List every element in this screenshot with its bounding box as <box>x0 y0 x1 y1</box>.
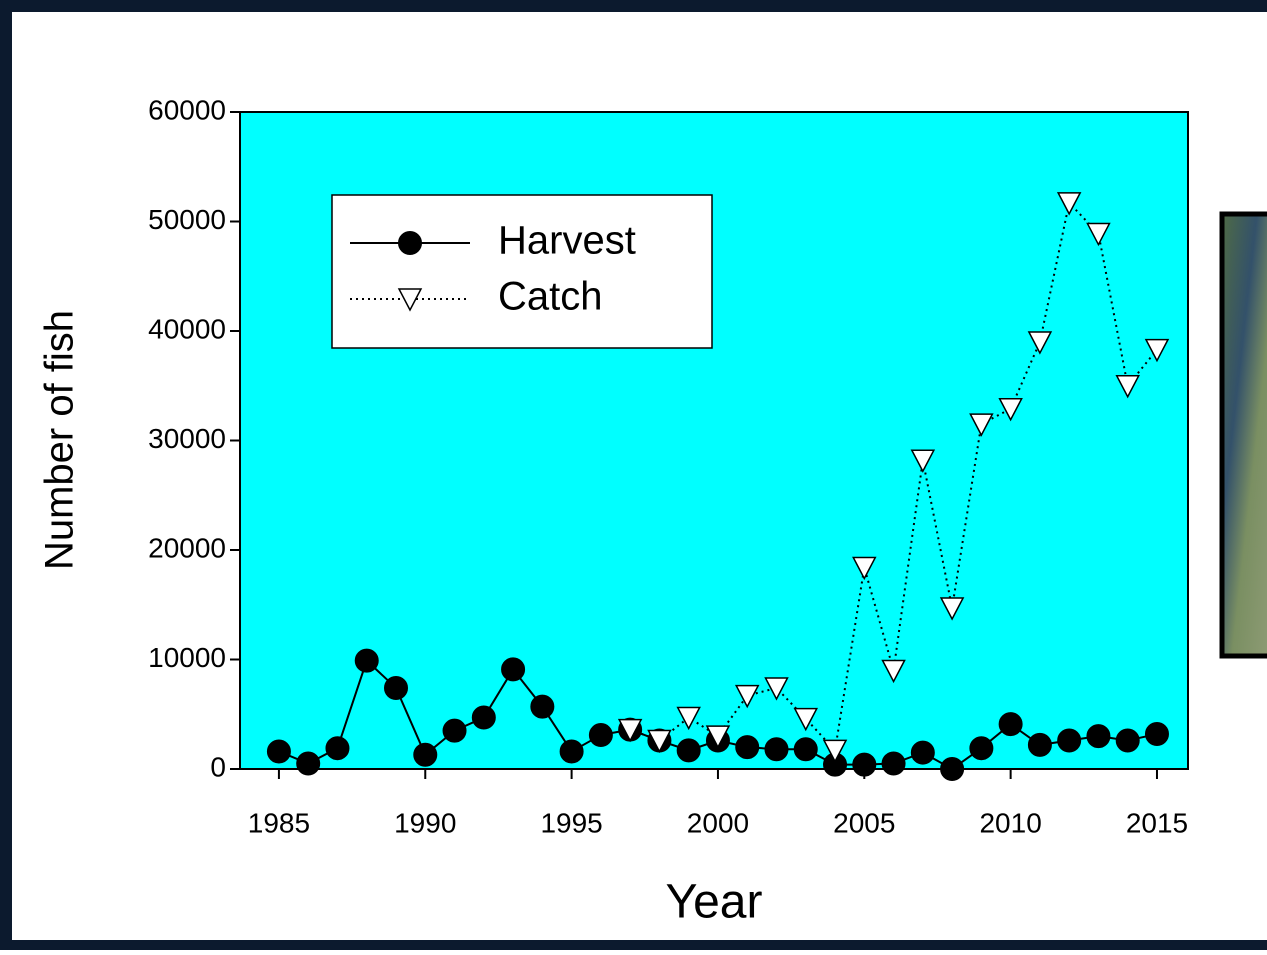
marker <box>559 739 584 764</box>
marker <box>764 677 789 701</box>
marker <box>969 736 994 761</box>
legend-marker <box>398 231 422 255</box>
marker <box>647 729 672 754</box>
marker <box>442 718 467 743</box>
marker <box>1144 721 1169 746</box>
marker <box>910 740 935 765</box>
photo <box>1219 211 1267 659</box>
marker <box>617 718 643 743</box>
marker <box>969 413 994 437</box>
marker <box>588 723 613 748</box>
plot-border <box>239 111 1189 770</box>
x-tick-label: 2015 <box>1126 807 1188 838</box>
marker <box>705 725 731 749</box>
marker <box>939 597 965 621</box>
marker <box>910 449 936 473</box>
marker <box>881 659 906 684</box>
legend-box <box>331 194 713 349</box>
marker <box>354 648 379 673</box>
legend-label: Harvest <box>498 219 636 263</box>
legend-label: Catch <box>498 275 603 319</box>
marker <box>1144 338 1170 363</box>
marker <box>676 706 701 731</box>
y-tick-label: 10000 <box>148 642 226 673</box>
marker <box>881 751 906 776</box>
x-tick-label: 2005 <box>833 807 895 838</box>
y-tick-label: 60000 <box>148 94 226 125</box>
marker <box>1086 222 1111 247</box>
marker <box>1027 331 1053 355</box>
marker <box>384 675 408 700</box>
marker <box>266 739 291 764</box>
x-tick-label: 2010 <box>979 807 1041 838</box>
marker <box>1057 728 1082 753</box>
marker <box>471 705 496 730</box>
y-tick-label: 50000 <box>148 204 226 235</box>
marker <box>413 742 438 767</box>
legend: Harvest Catch <box>331 194 713 349</box>
marker <box>1086 724 1111 749</box>
plot: 0 10000 20000 30000 40000 50000 60000 1985 1990 1… <box>148 94 1189 838</box>
x-axis-label: Year <box>666 876 763 929</box>
marker <box>676 738 701 763</box>
y-axis-label: Number of fish <box>38 310 82 570</box>
x-tick-label: 1985 <box>248 807 310 838</box>
marker <box>1115 728 1140 753</box>
y-tick-label: 30000 <box>148 423 226 454</box>
marker <box>822 739 848 764</box>
y-tick-label: 0 <box>210 751 226 782</box>
marker <box>325 736 350 761</box>
marker <box>734 684 760 709</box>
marker <box>1027 732 1052 757</box>
marker <box>296 751 321 776</box>
marker <box>735 735 760 760</box>
marker <box>501 657 526 682</box>
marker <box>852 752 877 777</box>
marker <box>793 737 818 762</box>
y-tick-label: 40000 <box>148 313 226 344</box>
marker <box>530 694 555 719</box>
y-tick-label: 20000 <box>148 532 226 563</box>
marker <box>1115 375 1140 399</box>
marker <box>998 397 1023 422</box>
x-tick-label: 1990 <box>394 807 456 838</box>
x-tick-label: 1995 <box>540 807 602 838</box>
marker <box>1056 192 1082 216</box>
marker <box>764 737 789 762</box>
x-tick-label: 2000 <box>687 807 749 838</box>
marker <box>793 707 818 732</box>
marker <box>998 712 1023 737</box>
legend-marker <box>397 288 423 312</box>
marker <box>852 556 877 581</box>
